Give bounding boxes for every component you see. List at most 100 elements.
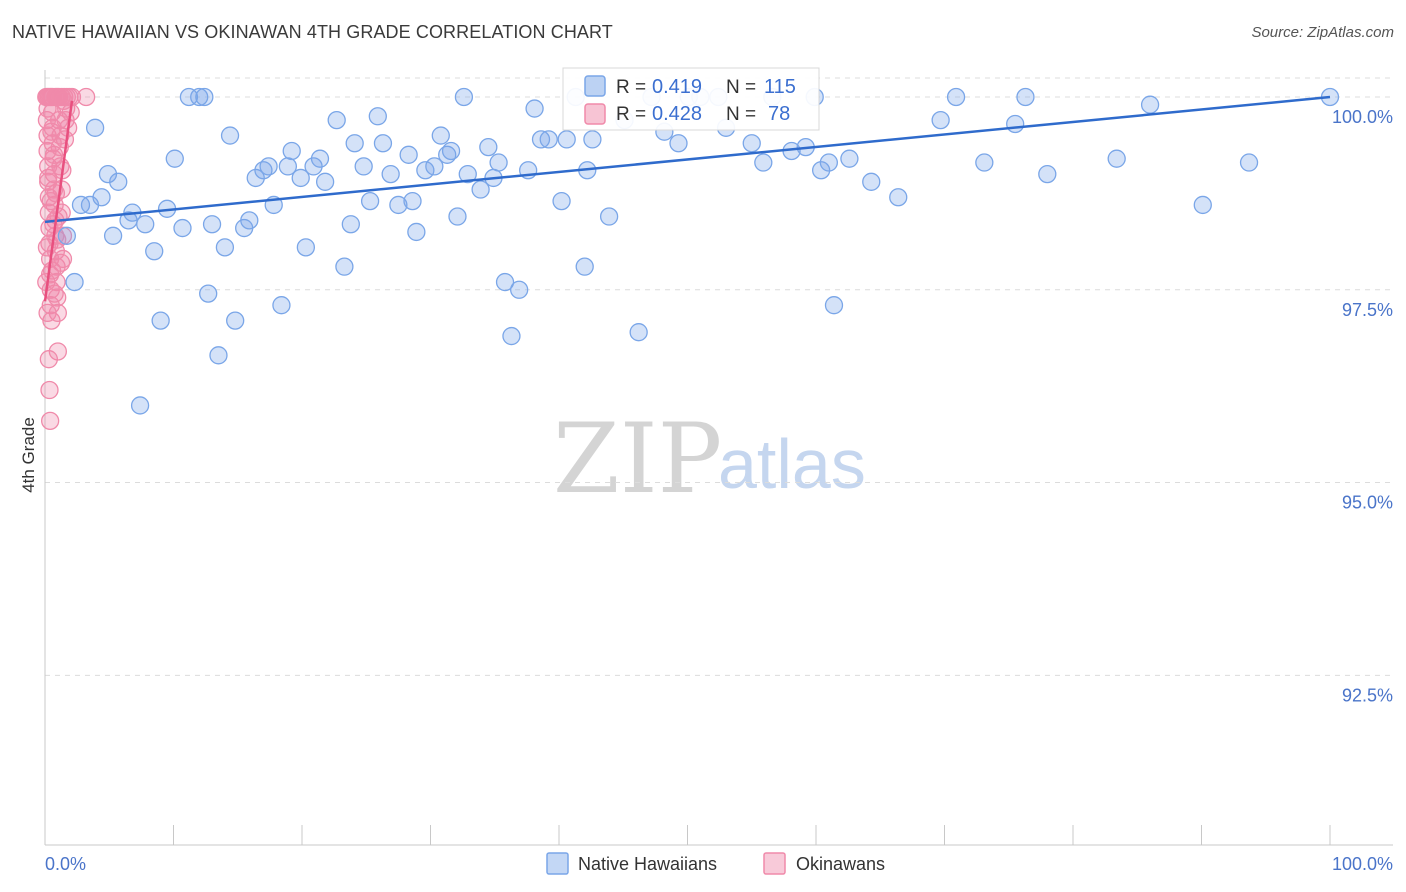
native-hawaiians-point (389, 195, 408, 215)
native-hawaiians-point (202, 215, 222, 234)
okinawans-point (51, 253, 71, 272)
native-hawaiians-point (819, 153, 838, 172)
native-hawaiians-point (345, 134, 364, 153)
native-hawaiians-point (92, 188, 111, 207)
legend-swatch-okinawans (763, 852, 786, 875)
okinawans-point (38, 303, 57, 323)
native-hawaiians-point (1140, 95, 1160, 114)
okinawans-point (38, 99, 57, 118)
native-hawaiians-point (458, 164, 477, 184)
native-hawaiians-point (431, 126, 450, 145)
native-hawaiians-point (220, 126, 240, 145)
native-hawaiians-point (407, 222, 426, 242)
x-tick-label: 100.0% (1332, 854, 1393, 874)
native-hawaiians-point (1038, 164, 1057, 184)
y-tick-labels: 100.0% 97.5% 95.0% 92.5% (1332, 107, 1393, 705)
native-hawaiians-point (368, 107, 387, 126)
native-hawaiians-point (335, 257, 354, 276)
native-hawaiians-point (103, 226, 123, 245)
native-hawaiians-point (136, 215, 155, 234)
native-hawaiians-point (599, 207, 619, 226)
okinawans-point (48, 303, 67, 323)
native-hawaiians-point (946, 87, 966, 107)
y-tick-label: 97.5% (1342, 300, 1393, 320)
stats-legend-box: R = 0.419 N = 115 R = 0.428 N = 78 (562, 67, 820, 131)
native-hawaiians-point (296, 238, 316, 257)
chart-title: NATIVE HAWAIIAN VS OKINAWAN 4TH GRADE CO… (12, 22, 613, 42)
native-hawaiians-point (373, 134, 393, 153)
trend-lines (43, 95, 1331, 302)
source-label: Source: ZipAtlas.com (1251, 24, 1394, 41)
okinawans-point (42, 122, 61, 141)
native-hawaiians-point (489, 153, 508, 172)
x-tick-label: 0.0% (45, 854, 86, 874)
y-tick-label: 92.5% (1342, 685, 1393, 705)
legend-swatch-native-hawaiians (546, 852, 569, 875)
legend-label-okinawans: Okinawans (796, 854, 885, 874)
legend-label-native-hawaiians: Native Hawaiians (578, 854, 717, 874)
native-hawaiians-point (471, 180, 490, 199)
watermark-zip: ZIP (553, 403, 722, 515)
native-hawaiians-point (502, 326, 521, 346)
watermark-atlas: atlas (718, 425, 866, 503)
gridlines (45, 77, 1393, 676)
native-hawaiians-point (272, 296, 291, 315)
native-hawaiians-point (209, 346, 228, 365)
bottom-legend: Native Hawaiians Okinawans (546, 852, 885, 875)
native-hawaiians-point (889, 188, 908, 207)
native-hawaiians-point (448, 207, 467, 226)
native-hawaiians-point (754, 153, 773, 172)
okinawans-point (49, 207, 68, 226)
stats-swatch-pink (584, 103, 606, 125)
native-hawaiians-point (215, 238, 235, 257)
native-hawaiians-point (1016, 87, 1035, 107)
y-tick-label: 100.0% (1332, 107, 1393, 127)
native-hawaiians-point (360, 191, 380, 211)
native-hawaiians-point (57, 226, 76, 245)
y-tick-label: 95.0% (1342, 493, 1393, 513)
native-hawaiians-point (195, 87, 214, 107)
native-hawaiians-point (179, 87, 199, 107)
okinawans-point (46, 184, 66, 203)
native-hawaiians-point (824, 296, 844, 315)
native-hawaiians-point (441, 141, 461, 161)
native-hawaiians-point (531, 130, 551, 149)
native-hawaiians-point (931, 110, 950, 130)
okinawans-point (40, 380, 59, 400)
native-hawaiians-point (310, 149, 330, 168)
stats-n-value-2: 78 (768, 103, 790, 125)
native-hawaiians-point (190, 87, 209, 107)
native-hawaiians-point (282, 141, 301, 161)
okinawans-point (48, 342, 67, 361)
native-hawaiians-points (57, 87, 1340, 415)
native-hawaiians-point (240, 211, 259, 230)
y-axis-label: 4th Grade (19, 417, 38, 493)
native-hawaiians-point (173, 218, 192, 238)
native-hawaiians-point (327, 110, 346, 130)
native-hawaiians-point (539, 130, 558, 149)
native-hawaiians-trend-line (44, 95, 1331, 224)
stats-r-label-2: R = (616, 104, 646, 125)
native-hawaiians-point (165, 149, 184, 168)
native-hawaiians-point (85, 118, 105, 137)
stats-r-value-2: 0.428 (652, 103, 702, 125)
native-hawaiians-point (291, 168, 310, 188)
okinawans-point (40, 411, 60, 431)
native-hawaiians-point (246, 168, 265, 188)
x-tick-labels: 0.0% 100.0% (45, 854, 1393, 874)
native-hawaiians-point (403, 191, 422, 211)
okinawans-point (39, 168, 58, 188)
native-hawaiians-point (259, 157, 278, 176)
native-hawaiians-point (557, 130, 576, 149)
native-hawaiians-point (629, 323, 648, 342)
native-hawaiians-point (1239, 153, 1259, 172)
native-hawaiians-point (109, 172, 128, 191)
native-hawaiians-point (130, 396, 150, 415)
native-hawaiians-point (479, 137, 498, 157)
native-hawaiians-point (381, 164, 400, 184)
okinawans-point (76, 87, 96, 107)
stats-n-label-2: N = (726, 104, 756, 125)
native-hawaiians-point (510, 280, 529, 299)
native-hawaiians-point (1107, 149, 1126, 168)
native-hawaiians-point (145, 242, 164, 261)
